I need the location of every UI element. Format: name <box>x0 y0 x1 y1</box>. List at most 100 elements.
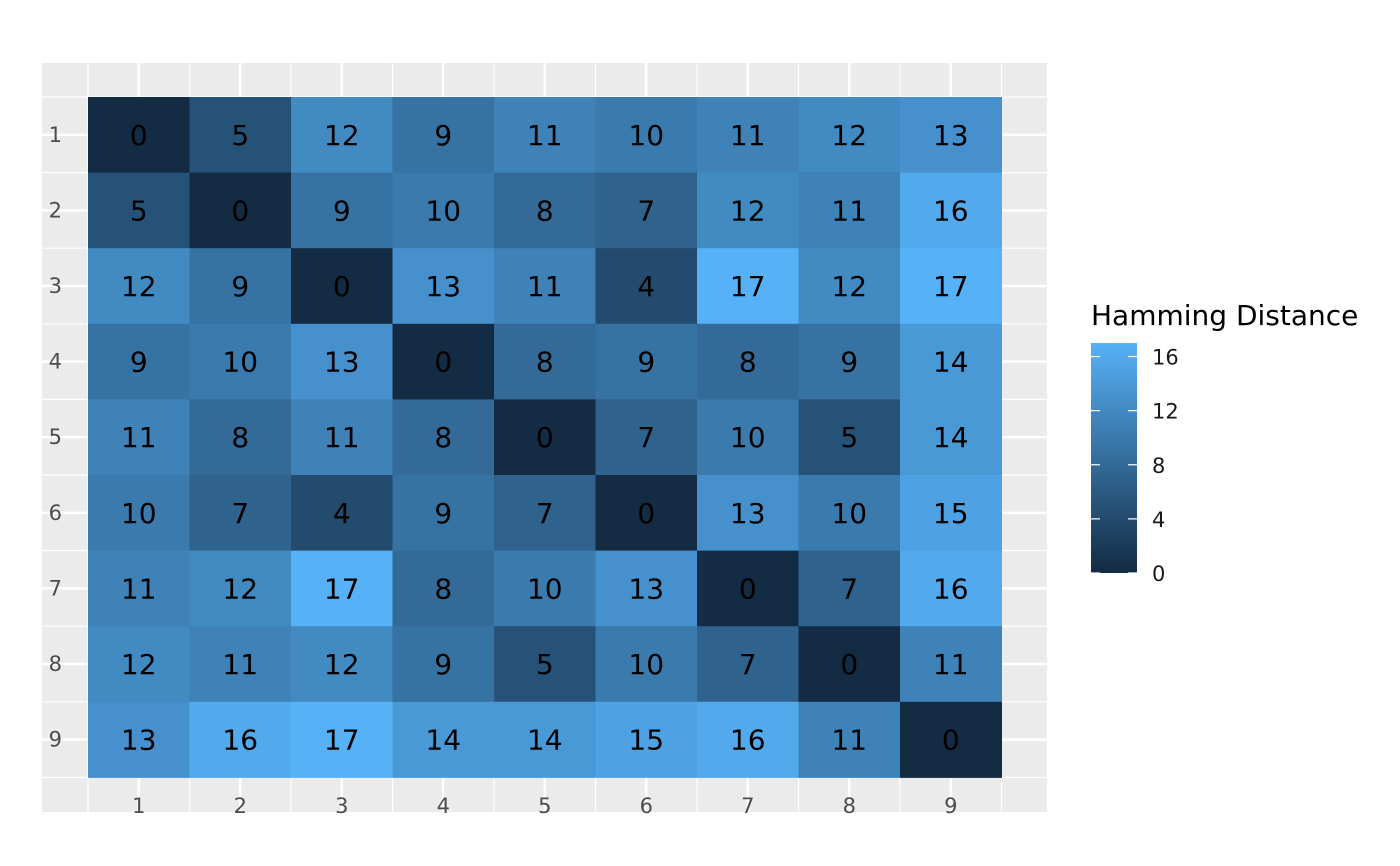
heatmap-cell <box>697 172 799 249</box>
heatmap-cell <box>697 248 799 325</box>
heatmap-cell <box>88 172 190 249</box>
cell-value-label: 16 <box>933 194 969 227</box>
heatmap-cell <box>494 626 596 703</box>
cell-value-label: 12 <box>831 270 867 303</box>
cell-value-label: 12 <box>730 194 766 227</box>
y-tick-label: 7 <box>49 576 62 600</box>
heatmap-cell <box>798 97 901 174</box>
cell-value-label: 16 <box>933 572 969 605</box>
x-tick-label: 5 <box>538 794 551 818</box>
cell-value-label: 9 <box>130 346 148 379</box>
x-tick-label: 8 <box>843 794 856 818</box>
heatmap-cell <box>798 248 901 325</box>
heatmap-cell <box>798 323 901 400</box>
cell-value-label: 0 <box>942 724 960 757</box>
heatmap-cell <box>900 626 1002 703</box>
heatmap-cell <box>88 475 190 552</box>
cell-value-label: 11 <box>121 421 157 454</box>
cell-value-label: 10 <box>730 421 766 454</box>
y-tick-label: 4 <box>49 350 62 374</box>
cell-value-label: 9 <box>434 119 452 152</box>
cell-value-label: 0 <box>637 497 655 530</box>
heatmap-cell <box>798 399 901 476</box>
heatmap-cell <box>189 626 292 703</box>
heatmap-cell <box>494 399 596 476</box>
heatmap-cell <box>595 97 698 174</box>
y-tick-label: 6 <box>49 501 62 525</box>
heatmap-cell <box>900 399 1002 476</box>
y-tick-label: 2 <box>49 198 62 222</box>
heatmap-cell <box>88 323 190 400</box>
cell-value-label: 10 <box>831 497 867 530</box>
heatmap-cell <box>798 172 901 249</box>
heatmap-cell <box>494 475 596 552</box>
heatmap-cell <box>697 550 799 627</box>
heatmap-cell <box>595 323 698 400</box>
heatmap-cell <box>392 399 495 476</box>
heatmap-cell <box>798 475 901 552</box>
cell-value-label: 11 <box>730 119 766 152</box>
heatmap-cell <box>88 399 190 476</box>
heatmap-cell <box>697 626 799 703</box>
x-tick-label: 2 <box>234 794 247 818</box>
cell-value-label: 8 <box>739 346 757 379</box>
cell-value-label: 12 <box>324 648 360 681</box>
y-tick-label: 9 <box>49 728 62 752</box>
cell-value-label: 5 <box>840 421 858 454</box>
cell-value-label: 14 <box>425 724 461 757</box>
cell-value-label: 0 <box>130 119 148 152</box>
heatmap-cell <box>189 701 292 778</box>
heatmap-cell <box>291 550 393 627</box>
cell-value-label: 8 <box>434 421 452 454</box>
cell-value-label: 15 <box>628 724 664 757</box>
cell-value-label: 5 <box>536 648 554 681</box>
heatmap-cell <box>291 701 393 778</box>
heatmap-cell <box>291 248 393 325</box>
cell-value-label: 12 <box>324 119 360 152</box>
cell-value-label: 10 <box>628 119 664 152</box>
cell-value-label: 4 <box>637 270 655 303</box>
cell-value-label: 14 <box>527 724 563 757</box>
cell-value-label: 15 <box>933 497 969 530</box>
heatmap-cell <box>392 97 495 174</box>
heatmap-cell <box>392 248 495 325</box>
heatmap-cell <box>595 475 698 552</box>
cell-value-label: 10 <box>527 572 563 605</box>
cell-value-label: 9 <box>434 648 452 681</box>
x-tick-label: 4 <box>437 794 450 818</box>
heatmap-cell <box>798 701 901 778</box>
cell-value-label: 11 <box>527 119 563 152</box>
heatmap-cell <box>392 550 495 627</box>
heatmap-cell <box>494 701 596 778</box>
x-tick-label: 6 <box>640 794 653 818</box>
legend-tick-label: 8 <box>1152 454 1165 478</box>
heatmap-cell <box>392 701 495 778</box>
cell-value-label: 0 <box>739 572 757 605</box>
y-tick-label: 1 <box>49 123 62 147</box>
cell-value-label: 11 <box>831 194 867 227</box>
legend-tick-label: 4 <box>1152 508 1165 532</box>
cell-value-label: 9 <box>434 497 452 530</box>
heatmap-cell <box>697 97 799 174</box>
x-tick-label: 9 <box>944 794 957 818</box>
cell-value-label: 7 <box>637 194 655 227</box>
cell-value-label: 4 <box>333 497 351 530</box>
heatmap-cell <box>291 626 393 703</box>
heatmap-cell <box>900 475 1002 552</box>
heatmap-cell <box>494 323 596 400</box>
legend-tick-label: 12 <box>1152 400 1179 424</box>
cell-value-label: 0 <box>536 421 554 454</box>
heatmap-cell <box>189 172 292 249</box>
cell-value-label: 8 <box>536 194 554 227</box>
heatmap-cell <box>392 475 495 552</box>
cell-value-label: 12 <box>222 572 258 605</box>
cell-value-label: 8 <box>434 572 452 605</box>
heatmap-cell <box>900 701 1002 778</box>
heatmap-cell <box>900 323 1002 400</box>
heatmap-cell <box>900 97 1002 174</box>
cell-value-label: 17 <box>324 572 360 605</box>
cell-value-label: 10 <box>425 194 461 227</box>
cell-value-label: 12 <box>831 119 867 152</box>
legend-tick-label: 0 <box>1152 562 1165 586</box>
cell-value-label: 16 <box>730 724 766 757</box>
